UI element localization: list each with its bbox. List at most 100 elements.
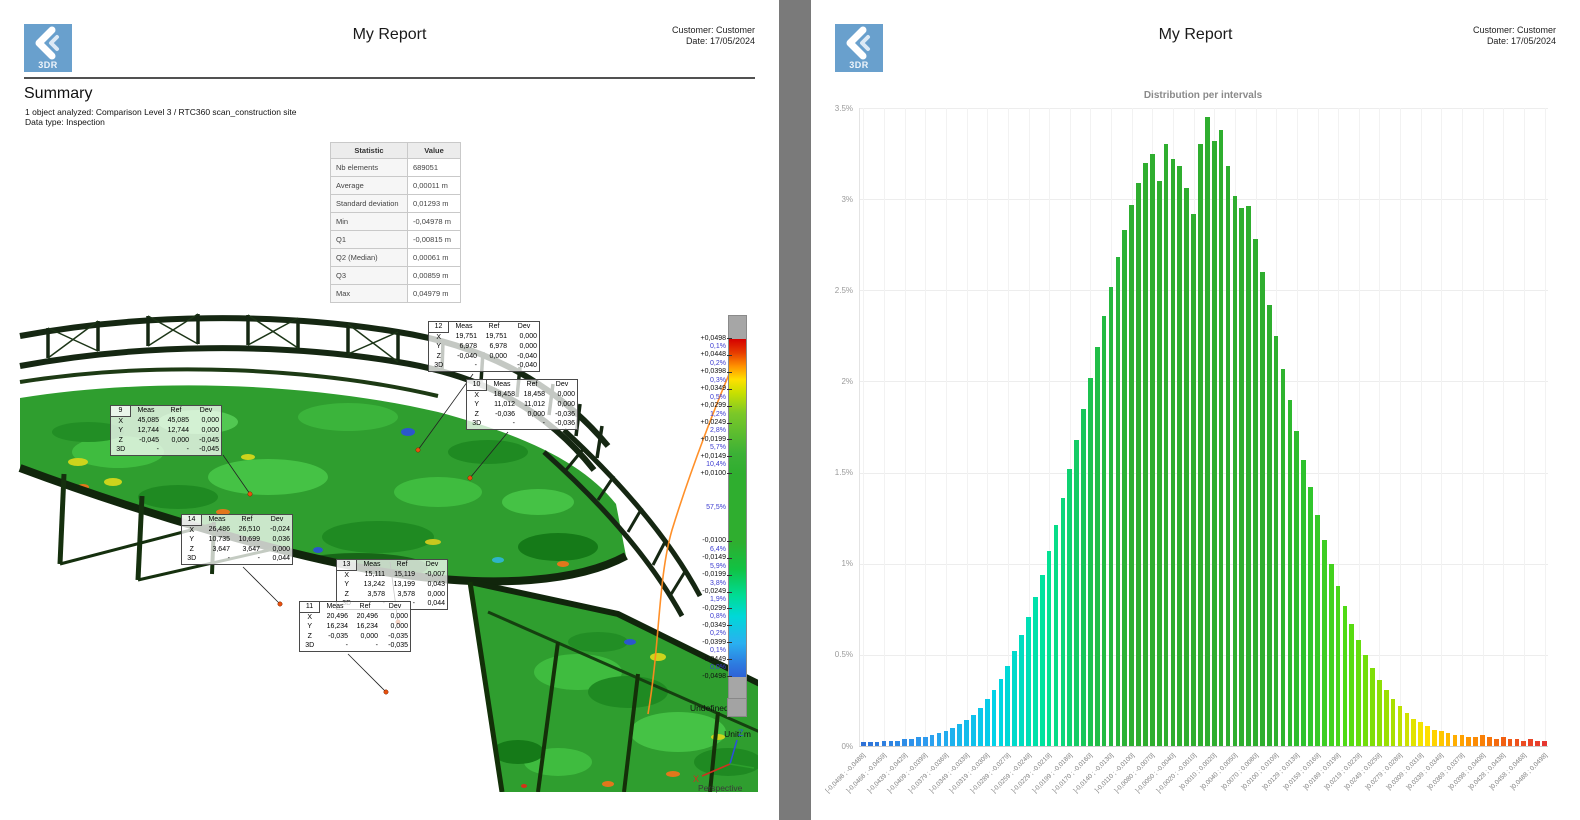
- gridline-vertical: [1028, 108, 1030, 746]
- histogram-bar: [1115, 257, 1121, 746]
- cumulative-curve: [647, 335, 747, 715]
- histogram-bar: [1156, 180, 1162, 746]
- stat-value-cell: 689051: [407, 158, 461, 177]
- stats-row: Max 0,04979 m: [330, 284, 461, 303]
- stats-row: Standard deviation 0,01293 m: [330, 194, 461, 213]
- histogram-bar: [1418, 722, 1423, 746]
- histogram-bar: [984, 698, 990, 746]
- stats-row: Q1 -0,00815 m: [330, 230, 461, 249]
- histogram-bar: [1294, 430, 1300, 746]
- histogram-bar: [929, 735, 935, 746]
- stats-row: Min -0,04978 m: [330, 212, 461, 231]
- histogram-bar: [1266, 304, 1272, 746]
- gridline-vertical: [1317, 108, 1319, 746]
- histogram-bar: [1260, 272, 1265, 746]
- histogram-bar: [1033, 596, 1038, 746]
- histogram-bar: [1136, 182, 1141, 746]
- color-scale-tolerance-band: [729, 474, 746, 542]
- color-scale-negative-gradient: [729, 542, 746, 677]
- stats-table: Statistic Value Nb elements 689051 Average…: [330, 142, 461, 303]
- stat-name-cell: Q2 (Median): [330, 248, 408, 267]
- stats-header-row: Statistic Value: [330, 142, 461, 159]
- gridline-vertical: [1544, 108, 1546, 746]
- axis-gizmo: X Z: [693, 728, 755, 784]
- histogram-bar: [964, 720, 969, 746]
- gridline-horizontal: [860, 563, 1548, 565]
- gridline-vertical: [863, 108, 865, 746]
- histogram-bar: [1211, 140, 1217, 746]
- inspection-3d-view: X Z: [18, 313, 758, 792]
- histogram-bar: [1026, 616, 1031, 746]
- back-button[interactable]: 3DR: [24, 24, 72, 72]
- histogram-bar: [1542, 740, 1547, 746]
- gridline-vertical: [1338, 108, 1340, 746]
- histogram-bar: [1356, 640, 1362, 746]
- histogram-bar: [1253, 239, 1258, 746]
- gridline-horizontal: [860, 108, 1548, 109]
- histogram-bar: [1507, 738, 1513, 746]
- histogram-bar: [1500, 736, 1506, 746]
- histogram-plot: [859, 108, 1548, 747]
- gridline-vertical: [1503, 108, 1505, 746]
- histogram-bar: [922, 736, 928, 746]
- histogram-bar: [1170, 159, 1176, 746]
- header-meta: Customer: Customer Date: 17/05/2024: [1473, 25, 1556, 47]
- histogram-title: Distribution per intervals: [1143, 90, 1263, 101]
- gridline-vertical: [1462, 108, 1463, 746]
- gridline-vertical: [925, 108, 927, 746]
- histogram-bar: [881, 740, 887, 746]
- gridline-vertical: [1420, 108, 1422, 746]
- gridline-vertical: [1441, 108, 1443, 746]
- histogram-bar: [1445, 733, 1451, 746]
- stats-row: Nb elements 689051: [330, 158, 461, 177]
- histogram-bar: [1411, 718, 1417, 746]
- right-railing-truss: [542, 428, 703, 618]
- y-axis-tick-label: 3.5%: [834, 103, 853, 113]
- gridline-vertical: [1379, 108, 1381, 746]
- histogram-bar: [1060, 498, 1066, 746]
- histogram-bar: [1225, 166, 1231, 746]
- histogram-bar: [1363, 654, 1368, 746]
- gridline-vertical: [1296, 108, 1298, 746]
- histogram-bar: [1101, 315, 1107, 746]
- histogram-bar: [1452, 735, 1458, 746]
- stat-value-cell: -0,04978 m: [407, 212, 461, 231]
- histogram-bar: [1191, 213, 1196, 746]
- stats-row: Q3 0,00859 m: [330, 266, 461, 285]
- histogram-bar: [1390, 698, 1396, 746]
- page-title: My Report: [352, 26, 427, 43]
- histogram-bar: [991, 689, 997, 746]
- histogram-bar: [1019, 634, 1024, 746]
- histogram-bar: [1397, 705, 1403, 746]
- gridline-vertical: [1069, 108, 1071, 746]
- histogram-bar: [1287, 399, 1293, 746]
- gridline-horizontal: [860, 654, 1548, 656]
- histogram-bar: [1129, 204, 1134, 746]
- histogram-bar: [971, 715, 976, 746]
- gridline-horizontal: [860, 381, 1548, 383]
- histogram-bar: [1143, 162, 1148, 746]
- y-axis-tick-label: 1.5%: [834, 468, 853, 478]
- histogram-bar: [1342, 605, 1348, 746]
- histogram-bar: [1184, 188, 1190, 746]
- stats-row: Q2 (Median) 0,00061 m: [330, 248, 461, 267]
- histogram-bar: [1149, 153, 1155, 746]
- histogram-bar: [888, 740, 894, 746]
- stat-name-cell: Q1: [330, 230, 408, 249]
- histogram-bar: [1232, 195, 1238, 746]
- histogram-bar: [902, 738, 907, 746]
- back-button-right[interactable]: 3DR: [835, 24, 883, 72]
- axis-x-label: X: [693, 774, 699, 784]
- undefined-label: Undefined: [690, 703, 729, 713]
- histogram-bar: [1273, 335, 1279, 746]
- axis-z-label: Z: [738, 728, 744, 738]
- histogram-bar: [943, 731, 949, 746]
- y-axis-tick-label: 2.5%: [834, 285, 853, 295]
- stats-header-value: Value: [407, 142, 461, 159]
- histogram-bar: [1088, 377, 1093, 746]
- stat-value-cell: 0,00859 m: [407, 266, 461, 285]
- stat-value-cell: 0,04979 m: [407, 284, 461, 303]
- histogram-bar: [1039, 574, 1045, 746]
- stat-value-cell: -0,00815 m: [407, 230, 461, 249]
- stat-name-cell: Nb elements: [330, 158, 408, 177]
